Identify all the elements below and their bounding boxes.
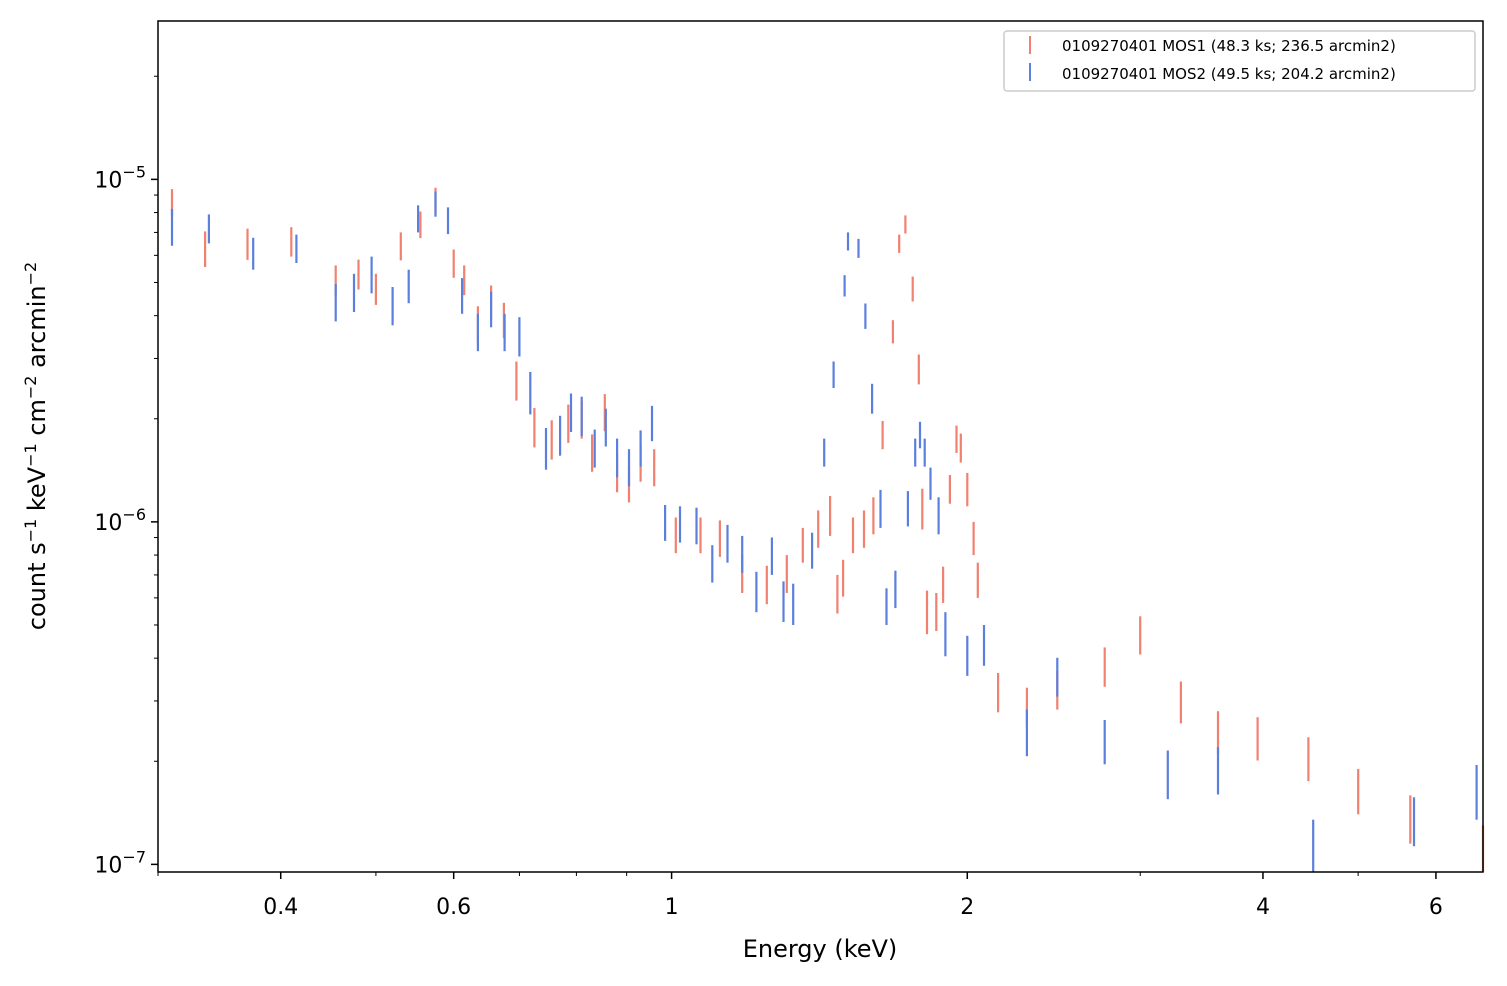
x-tick-label: 6 [1429, 895, 1443, 920]
series-mos2 [170, 191, 1478, 872]
y-axis-ticks: 10−5 10−6 10−7 [94, 75, 158, 878]
x-tick-label: 0.4 [263, 895, 298, 920]
y-tick-label: 10−7 [94, 847, 146, 878]
y-axis-title-part: cm [23, 399, 51, 443]
x-tick-label: 2 [960, 895, 974, 920]
y-axis-title-part: arcmin [23, 285, 51, 375]
y-tick-label: 10−6 [94, 505, 146, 536]
y-axis-title-exponent: −2 [21, 376, 40, 400]
x-axis-title: Energy (keV) [743, 935, 898, 963]
x-tick-label: 0.6 [436, 895, 471, 920]
plot-frame [157, 20, 1484, 873]
series-layer [170, 187, 1485, 872]
legend-label-mos1: 0109270401 MOS1 (48.3 ks; 236.5 arcmin2) [1062, 37, 1396, 55]
legend-label-mos2: 0109270401 MOS2 (49.5 ks; 204.2 arcmin2) [1062, 65, 1396, 83]
y-axis-title: count s−1 keV−1 cm−2 arcmin−2 [21, 262, 51, 630]
y-axis-title-part: count s [23, 542, 51, 630]
y-axis-title-exponent: −2 [21, 262, 40, 286]
legend: 0109270401 MOS1 (48.3 ks; 236.5 arcmin2)… [1003, 30, 1476, 92]
x-axis-ticks: 0.4 0.6 1 2 4 6 [157, 872, 1443, 920]
y-axis-title-exponent: −1 [21, 443, 40, 467]
y-tick-label: 10−5 [94, 162, 146, 193]
x-tick-label: 4 [1256, 895, 1270, 920]
y-axis-title-exponent: −1 [21, 519, 40, 543]
x-tick-label: 1 [665, 895, 679, 920]
legend-box [1003, 30, 1476, 92]
y-axis-title-part: keV [23, 466, 51, 518]
